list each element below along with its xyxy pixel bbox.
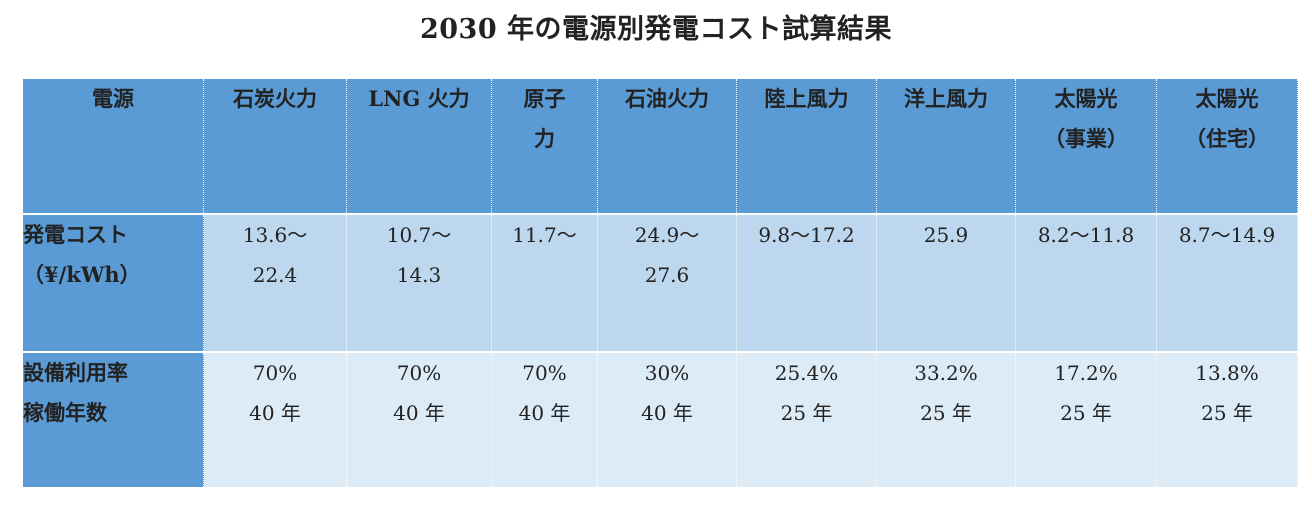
cell-text: 70% [522,361,567,385]
row-label-text: 発電コスト [23,222,128,247]
table-cell: 17.2% 25 年 [1015,351,1157,489]
table-cell: 8.7～14.9 [1156,213,1298,353]
table-cell: 11.7～ [491,213,598,353]
header-text: 太陽光 [1054,86,1118,111]
table-cell: 70% 40 年 [203,351,347,489]
row-label-text: 稼働年数 [23,400,107,425]
table-header-row: 電源 石炭火力 LNG 火力 原子 力 石油火力 陸上風力 洋上風力 太陽光 （… [22,77,1298,215]
header-text: （住宅） [1185,126,1269,151]
table-cell: 9.8～17.2 [736,213,877,353]
cell-text: 8.7～14.9 [1178,223,1276,247]
table-cell: 70% 40 年 [491,351,598,489]
table-cell: 70% 40 年 [346,351,492,489]
header-cell-oil: 石油火力 [597,77,737,215]
header-text: 太陽光 [1195,86,1259,111]
cell-text: 25.4% [774,361,839,385]
table-cell: 13.6～ 22.4 [203,213,347,353]
cell-text: 70% [396,361,442,385]
cell-text: 40 年 [641,401,693,425]
table-cell: 25.4% 25 年 [736,351,877,489]
header-text: （事業） [1044,126,1128,151]
header-cell-nuclear: 原子 力 [491,77,598,215]
row-label-utilization: 設備利用率 稼働年数 [22,351,204,489]
table-cell: 10.7～ 14.3 [346,213,492,353]
cell-text: 9.8～17.2 [758,223,855,247]
row-label-cost: 発電コスト （¥/kWh） [22,213,204,353]
header-text: 洋上風力 [904,86,988,111]
header-text: 力 [534,126,555,151]
cell-text: 25 年 [920,401,972,425]
table-cell: 25.9 [876,213,1016,353]
cell-text: 24.9～ [634,223,700,247]
cell-text: 25.9 [923,223,969,247]
header-cell-lng: LNG 火力 [346,77,492,215]
header-text: 石油火力 [625,86,709,111]
cell-text: 40 年 [518,401,571,425]
cell-text: 70% [252,361,298,385]
cost-table: 電源 石炭火力 LNG 火力 原子 力 石油火力 陸上風力 洋上風力 太陽光 （… [22,77,1298,489]
table-cell: 13.8% 25 年 [1156,351,1298,489]
cell-text: 13.8% [1195,361,1259,385]
cell-text: 13.6～ [242,223,308,247]
header-cell-source: 電源 [22,77,204,215]
header-label: 電源 [92,86,134,111]
cell-text: 33.2% [914,361,978,385]
cell-text: 25 年 [780,401,833,425]
header-text: 石炭火力 [233,86,317,111]
row-label-text: 設備利用率 [23,360,128,385]
cell-text: 14.3 [396,263,442,287]
cell-text: 11.7～ [512,223,577,247]
header-cell-solar-residential: 太陽光 （住宅） [1156,77,1298,215]
header-cell-offshore-wind: 洋上風力 [876,77,1016,215]
table-cell: 30% 40 年 [597,351,737,489]
cell-text: 10.7～ [386,223,452,247]
cell-text: 40 年 [249,401,301,425]
cell-text: 17.2% [1054,361,1118,385]
header-cell-coal: 石炭火力 [203,77,347,215]
table-cell: 33.2% 25 年 [876,351,1016,489]
cell-text: 27.6 [644,263,690,287]
table-cell: 8.2～11.8 [1015,213,1157,353]
header-text: 原子 [523,86,566,111]
cell-text: 25 年 [1060,401,1112,425]
header-text: 陸上風力 [764,86,849,111]
cell-text: 22.4 [252,263,298,287]
table-row-cost: 発電コスト （¥/kWh） 13.6～ 22.4 10.7～ 14.3 11.7… [22,213,1298,353]
cell-text: 25 年 [1201,401,1253,425]
header-cell-onshore-wind: 陸上風力 [736,77,877,215]
header-cell-solar-business: 太陽光 （事業） [1015,77,1157,215]
cell-text: 30% [644,361,690,385]
header-text: LNG 火力 [368,86,470,111]
cell-text: 40 年 [393,401,445,425]
cell-text: 8.2～11.8 [1037,223,1135,247]
table-cell: 24.9～ 27.6 [597,213,737,353]
row-label-text: （¥/kWh） [23,262,141,287]
table-row-utilization: 設備利用率 稼働年数 70% 40 年 70% 40 年 70% 40 年 30… [22,351,1298,489]
page-title: 2030 年の電源別発電コスト試算結果 [419,14,893,45]
